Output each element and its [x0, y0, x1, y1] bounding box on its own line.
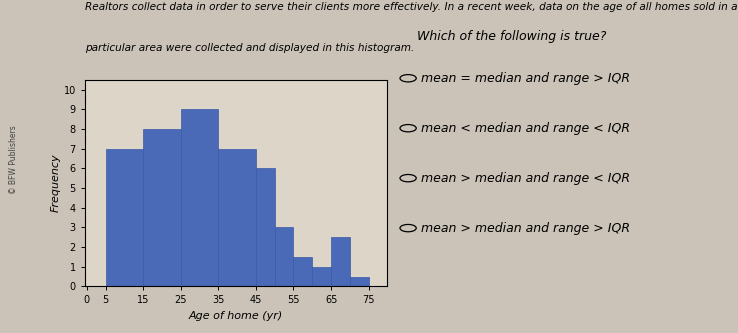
Text: Which of the following is true?: Which of the following is true?	[417, 30, 607, 43]
Bar	[143, 129, 181, 286]
Text: mean > median and range < IQR: mean > median and range < IQR	[421, 171, 630, 185]
Bar	[218, 149, 256, 286]
Text: Realtors collect data in order to serve their clients more effectively. In a rec: Realtors collect data in order to serve …	[85, 2, 737, 12]
Bar	[294, 257, 312, 286]
Bar	[331, 237, 350, 286]
Bar	[256, 168, 275, 286]
Bar	[350, 276, 369, 286]
Bar	[181, 110, 218, 286]
Bar	[312, 267, 331, 286]
Bar	[275, 227, 294, 286]
Text: mean > median and range > IQR: mean > median and range > IQR	[421, 221, 630, 235]
Text: © BFW Publishers: © BFW Publishers	[9, 126, 18, 194]
Text: mean < median and range < IQR: mean < median and range < IQR	[421, 122, 630, 135]
X-axis label: Age of home (yr): Age of home (yr)	[189, 311, 283, 321]
Bar	[106, 149, 143, 286]
Y-axis label: Frequency: Frequency	[51, 154, 61, 212]
Text: particular area were collected and displayed in this histogram.: particular area were collected and displ…	[85, 43, 414, 53]
Text: mean = median and range > IQR: mean = median and range > IQR	[421, 72, 630, 85]
